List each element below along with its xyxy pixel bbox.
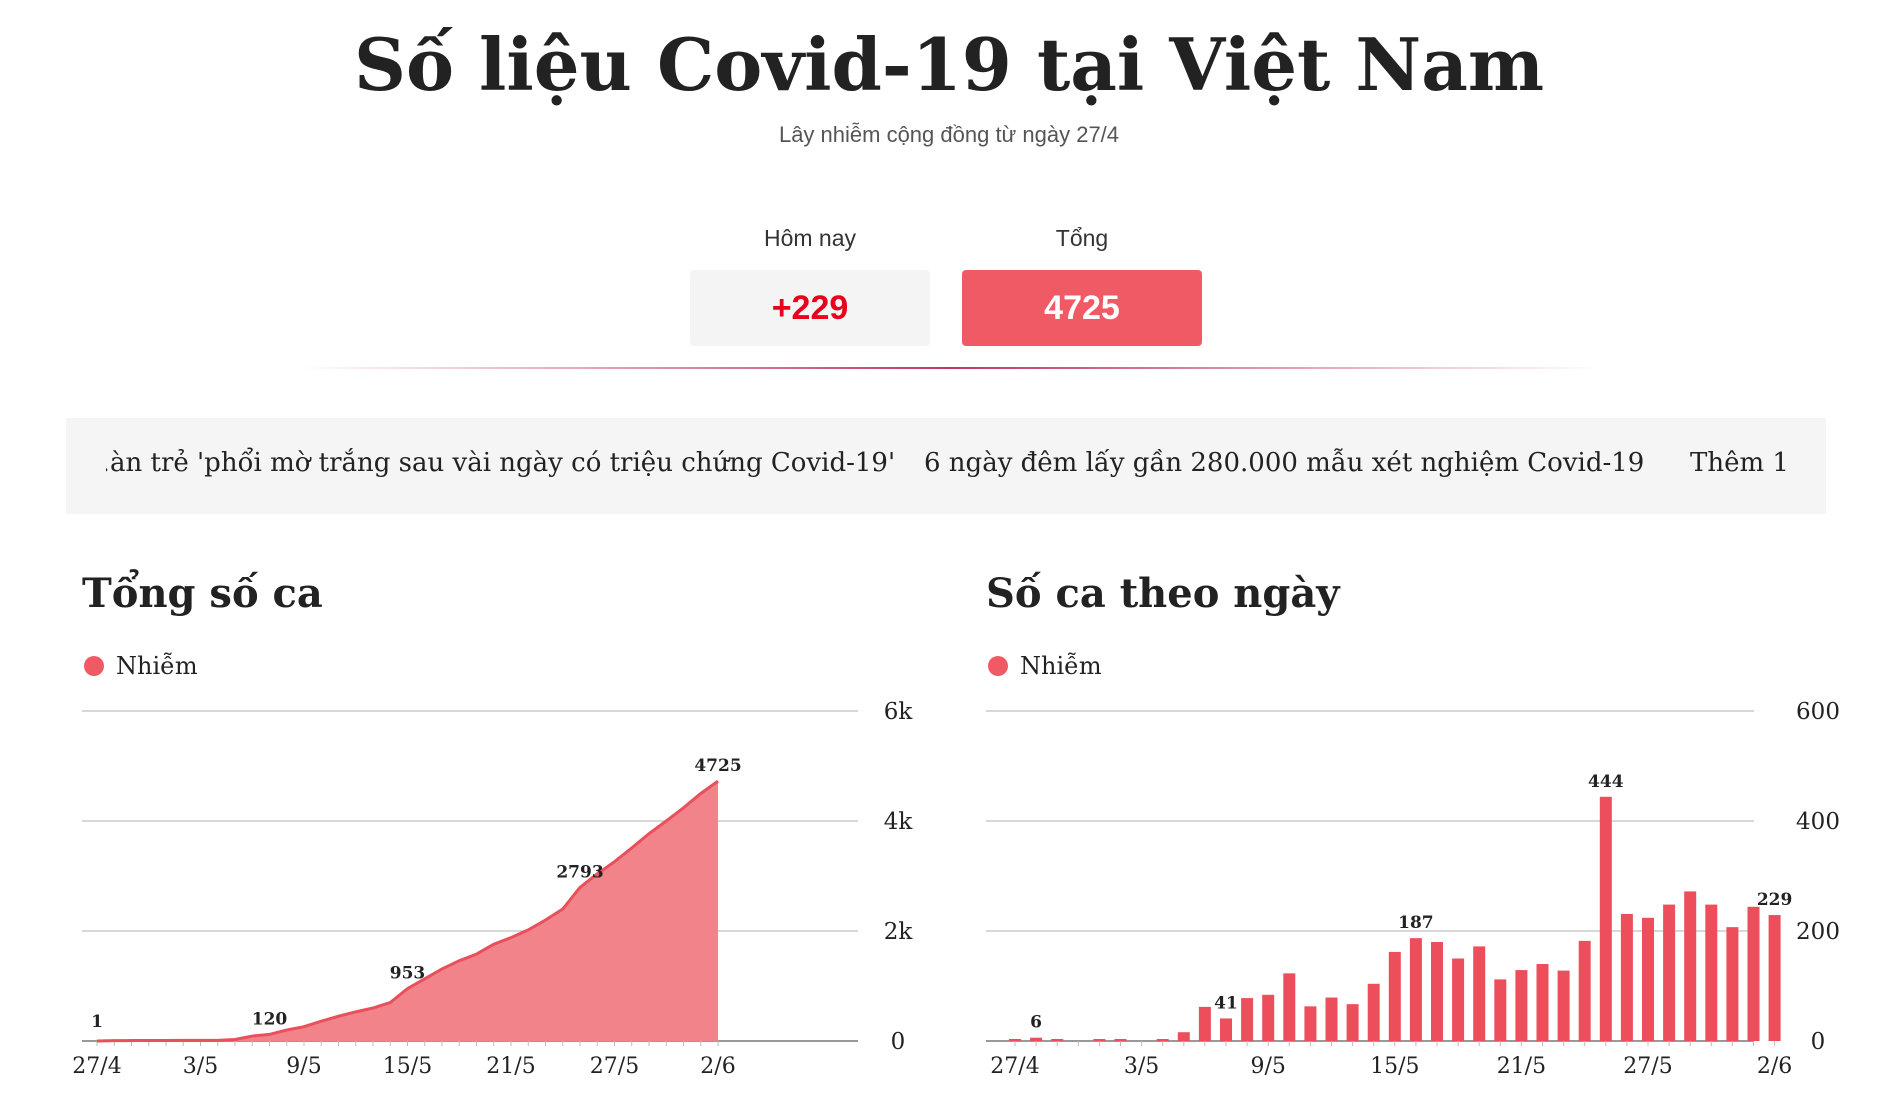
y-tick-label: 6k (884, 699, 914, 725)
x-tick-label: 3/5 (183, 1054, 218, 1079)
bar (1599, 796, 1612, 1041)
page-title: Số liệu Covid-19 tại Việt Nam (353, 22, 1545, 107)
x-tick-label: 27/4 (990, 1054, 1039, 1079)
bar (1367, 983, 1380, 1041)
bar (1409, 938, 1422, 1041)
ticker-item[interactable]: …àn trẻ 'phổi mờ trắng sau vài ngày có t… (106, 448, 896, 478)
legend-dot-icon (84, 656, 104, 676)
today-count-box: +229 (690, 270, 930, 346)
ticker-viewport: …àn trẻ 'phổi mờ trắng sau vài ngày có t… (106, 418, 1786, 514)
bar (1536, 964, 1549, 1041)
legend-label: Nhiễm (1020, 652, 1102, 680)
data-label: 4725 (694, 756, 741, 776)
y-tick-label: 0 (1811, 1029, 1826, 1055)
data-label: 6 (1030, 1013, 1042, 1033)
bar (1283, 973, 1296, 1041)
y-tick-label: 400 (1796, 809, 1840, 835)
data-label: 1 (91, 1012, 103, 1032)
news-ticker: …àn trẻ 'phổi mờ trắng sau vài ngày có t… (66, 418, 1826, 514)
daily-chart-title: Số ca theo ngày (986, 570, 1340, 617)
data-label: 444 (1588, 772, 1624, 792)
divider (300, 367, 1600, 369)
data-label: 120 (252, 1009, 288, 1029)
cumulative-chart-legend: Nhiễm (84, 652, 198, 680)
total-count-box: 4725 (962, 270, 1202, 346)
x-tick-label: 9/5 (286, 1054, 321, 1079)
bar (1220, 1018, 1232, 1041)
ticker-item[interactable]: 6 ngày đêm lấy gần 280.000 mẫu xét nghiệ… (924, 448, 1645, 478)
x-tick-label: 15/5 (1370, 1054, 1419, 1079)
bar (1431, 942, 1443, 1041)
area-series-fill (97, 781, 718, 1041)
total-count: 4725 (1044, 288, 1120, 327)
x-tick-label: 21/5 (486, 1054, 535, 1079)
bar (1114, 1039, 1127, 1041)
x-tick-label: 27/4 (72, 1054, 121, 1079)
bar (1747, 906, 1760, 1041)
data-label: 229 (1757, 890, 1793, 910)
data-label: 41 (1214, 993, 1238, 1013)
y-tick-label: 2k (884, 919, 914, 945)
data-label: 953 (390, 964, 426, 984)
bar (1177, 1032, 1190, 1041)
x-tick-label: 9/5 (1250, 1054, 1285, 1079)
data-label: 2793 (556, 862, 603, 882)
bar (1663, 904, 1676, 1041)
ticker-item[interactable]: Thêm 1… (1690, 448, 1786, 478)
x-tick-label: 2/6 (700, 1054, 735, 1079)
bar (1325, 997, 1338, 1041)
bar (1030, 1037, 1043, 1041)
bar (1009, 1039, 1021, 1041)
x-tick-label: 15/5 (383, 1054, 432, 1079)
bar (1051, 1039, 1064, 1041)
bar (1473, 946, 1486, 1041)
legend-dot-icon (988, 656, 1008, 676)
bar (1304, 1006, 1317, 1041)
cumulative-chart-title: Tổng số ca (82, 570, 323, 617)
bar (1198, 1006, 1211, 1041)
bar (1705, 904, 1718, 1041)
x-tick-label: 27/5 (1623, 1054, 1672, 1079)
bar (1642, 917, 1654, 1041)
bar (1684, 891, 1697, 1041)
bar (1768, 915, 1781, 1041)
page-subtitle: Lây nhiễm cộng đồng từ ngày 27/4 (778, 122, 1120, 147)
bar (1620, 913, 1633, 1041)
area-series-line (96, 779, 719, 1043)
y-tick-label: 600 (1796, 699, 1840, 725)
bar (1156, 1039, 1169, 1041)
bar (1093, 1039, 1106, 1041)
total-label: Tổng (1055, 225, 1109, 251)
bar (1452, 958, 1465, 1041)
bar (1515, 970, 1528, 1041)
y-tick-label: 200 (1796, 919, 1840, 945)
y-tick-label: 4k (884, 809, 914, 835)
bar (1578, 940, 1591, 1041)
x-tick-label: 21/5 (1497, 1054, 1546, 1079)
data-label: 187 (1398, 913, 1434, 933)
x-tick-label: 27/5 (590, 1054, 639, 1079)
bar (1241, 998, 1254, 1041)
bar (1557, 970, 1570, 1041)
bar (1726, 927, 1739, 1041)
bar (1262, 994, 1275, 1041)
y-tick-label: 0 (891, 1029, 906, 1055)
today-label: Hôm nay (763, 225, 857, 251)
bar (1494, 979, 1507, 1041)
bar (1388, 951, 1401, 1041)
bar (1346, 1004, 1359, 1041)
today-count: +229 (771, 288, 849, 327)
x-tick-label: 2/6 (1757, 1054, 1792, 1079)
legend-label: Nhiễm (116, 652, 198, 680)
daily-chart-legend: Nhiễm (988, 652, 1102, 680)
x-tick-label: 3/5 (1124, 1054, 1159, 1079)
